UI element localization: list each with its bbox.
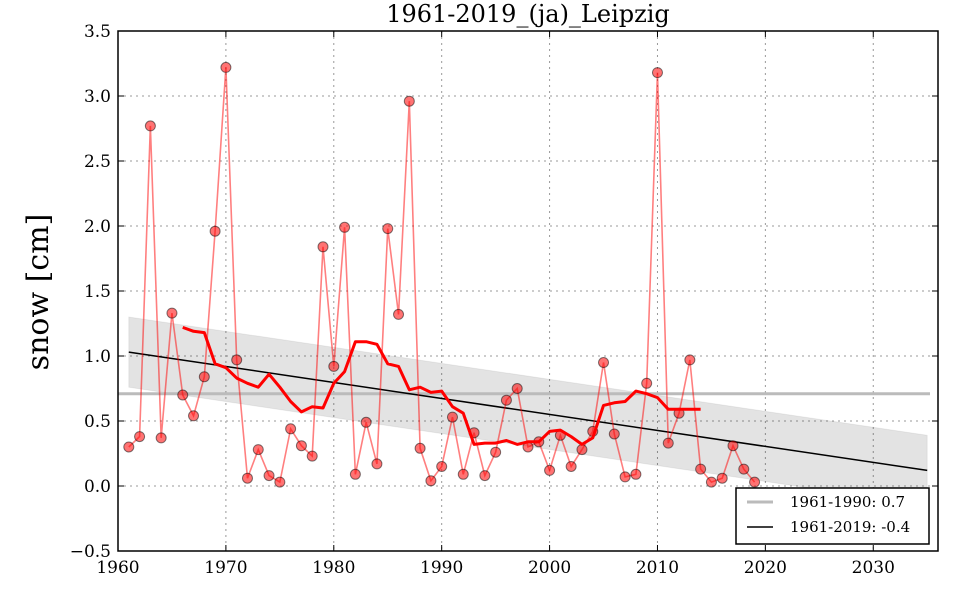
x-tick-label: 2010 xyxy=(636,558,679,578)
data-point xyxy=(565,461,577,472)
data-point xyxy=(371,458,383,470)
x-tick-label: 2000 xyxy=(528,558,571,578)
data-point xyxy=(166,307,178,319)
data-point xyxy=(285,423,297,435)
data-point xyxy=(630,468,642,480)
data-point xyxy=(209,225,221,237)
data-point xyxy=(339,221,351,233)
data-point xyxy=(490,446,502,458)
y-tick-label: 2.0 xyxy=(84,217,111,237)
data-point xyxy=(479,470,491,482)
data-point xyxy=(457,468,469,480)
data-point xyxy=(252,444,264,456)
annual-series-points xyxy=(123,61,761,488)
y-ticks: −0.5 0.0 0.5 1.0 1.5 2.0 2.5 3.0 3.5 xyxy=(70,22,938,562)
data-point xyxy=(295,440,307,452)
legend: 1961-1990: 0.7 1961-2019: -0.4 xyxy=(735,487,930,545)
data-point xyxy=(144,120,156,132)
data-point xyxy=(360,416,372,428)
data-point xyxy=(705,476,717,488)
data-point xyxy=(749,476,761,488)
data-point xyxy=(446,411,458,423)
data-point xyxy=(177,389,189,401)
data-point xyxy=(382,223,394,235)
data-point xyxy=(274,476,286,488)
x-tick-label: 1980 xyxy=(312,558,355,578)
data-point xyxy=(425,475,437,487)
data-point xyxy=(123,441,135,453)
y-axis-label: snow [cm] xyxy=(21,214,56,371)
x-tick-label: 1990 xyxy=(420,558,463,578)
data-point xyxy=(198,371,210,383)
x-tick-label: 1960 xyxy=(96,558,139,578)
legend-label-reference: 1961-1990: 0.7 xyxy=(790,493,905,511)
y-tick-label: −0.5 xyxy=(70,542,111,562)
data-point xyxy=(684,354,696,366)
linear-trend-line xyxy=(128,351,928,472)
data-point xyxy=(328,360,340,372)
data-point xyxy=(436,461,448,472)
y-tick-label: 3.5 xyxy=(84,22,111,42)
legend-box xyxy=(735,487,930,545)
data-point xyxy=(576,444,588,456)
chart-title: 1961-2019_(ja)_Leipzig xyxy=(386,0,670,28)
data-point xyxy=(727,440,739,452)
data-point xyxy=(608,428,620,440)
data-point xyxy=(598,357,610,368)
y-tick-label: 1.0 xyxy=(84,347,111,367)
data-point xyxy=(641,377,653,389)
data-point xyxy=(738,463,750,475)
trend-line xyxy=(128,351,928,472)
data-point xyxy=(349,468,361,480)
data-point xyxy=(695,463,707,475)
y-tick-label: 2.5 xyxy=(84,152,111,172)
data-point xyxy=(403,95,415,107)
running-mean-line xyxy=(182,325,701,446)
y-tick-label: 0.0 xyxy=(84,477,111,497)
x-ticks: 1960 1970 1980 1990 2000 2010 2020 2030 xyxy=(96,31,895,578)
data-point xyxy=(500,394,512,406)
y-tick-label: 3.0 xyxy=(84,87,111,107)
data-point xyxy=(716,472,728,484)
y-tick-label: 1.5 xyxy=(84,282,111,302)
data-point xyxy=(155,432,167,444)
data-point xyxy=(306,450,318,462)
data-point xyxy=(651,67,663,79)
x-tick-label: 2030 xyxy=(852,558,895,578)
data-point xyxy=(263,470,275,482)
data-point xyxy=(241,472,253,484)
data-point xyxy=(619,471,631,483)
data-point xyxy=(511,383,523,394)
data-point xyxy=(393,308,405,320)
x-tick-label: 1970 xyxy=(204,558,247,578)
data-point xyxy=(317,241,329,253)
data-point xyxy=(188,410,200,422)
data-point xyxy=(544,464,556,476)
data-point xyxy=(662,437,674,449)
legend-label-trend: 1961-2019: -0.4 xyxy=(790,518,910,536)
running-mean xyxy=(182,325,701,446)
data-point xyxy=(134,431,146,443)
y-tick-label: 0.5 xyxy=(84,412,111,432)
x-tick-label: 2020 xyxy=(744,558,787,578)
data-point xyxy=(414,442,426,454)
data-point xyxy=(220,61,232,73)
data-point xyxy=(231,354,243,366)
